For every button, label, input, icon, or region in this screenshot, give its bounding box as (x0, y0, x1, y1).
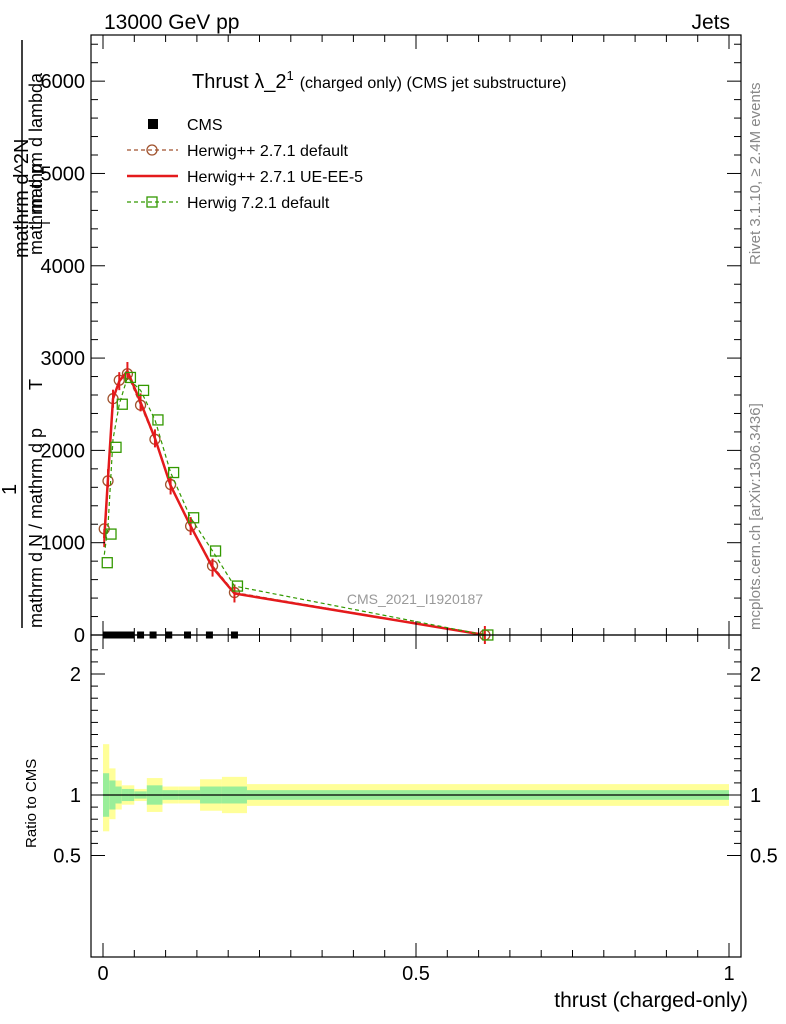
legend: CMS Herwig++ 2.7.1 default Herwig++ 2.7.1 … (127, 117, 363, 212)
chart-title: Thrust λ_21 (charged only) (CMS jet subst… (192, 68, 566, 93)
herwig7-marker (137, 384, 150, 397)
ratio-y-tick-label: 0.5 (53, 846, 81, 868)
herwig7-marker (152, 414, 164, 426)
analysis-watermark: CMS_2021_I1920187 (347, 591, 483, 607)
ratio-y-tick-label: 1 (70, 785, 81, 807)
ylabel-fragment: mathrm d p (26, 164, 46, 255)
x-tick-label: 0 (97, 963, 108, 985)
herwig7-marker (116, 398, 128, 410)
herwig7-marker (167, 466, 180, 479)
ylabel-fragment: mathrm d lambda (26, 72, 46, 213)
ratio-y-tick-label: 2 (70, 664, 81, 686)
y-tick-label: 0 (74, 625, 85, 647)
y-tick-label: 4000 (41, 256, 86, 278)
herwig7-marker (187, 512, 200, 524)
legend-square-marker (146, 196, 158, 208)
herwig7-marker (101, 557, 113, 569)
ylabel-fragment: 1 (0, 484, 21, 495)
legend-label: Herwig++ 2.7.1 UE-EE-5 (187, 169, 363, 186)
herwig7-marker (209, 545, 222, 557)
series-line-ue-ee-5 (103, 368, 486, 637)
ylabel-fragment: mathrm d N / mathrm d p (26, 428, 46, 628)
series-line-herwig7 (103, 376, 486, 636)
site-label: mcplots.cern.ch [arXiv:1306.3436] (747, 403, 764, 630)
x-tick-label: 1 (723, 963, 734, 985)
x-tick-label: 0.5 (402, 963, 430, 985)
ylabel-fragment: T (26, 379, 46, 390)
ratio-plot: 0.5 0.5 1 1 2 2 0 0.5 1 (53, 634, 778, 985)
legend-label: Herwig 7.2.1 default (187, 195, 330, 212)
y-tick-label: 3000 (41, 348, 86, 370)
herwig7-marker (105, 528, 117, 540)
x-axis-label: thrust (charged-only) (554, 989, 748, 1012)
y-tick-label: 6000 (41, 71, 86, 93)
ylabel-fragment: T (38, 219, 53, 227)
y-tick-label: 5000 (41, 163, 86, 185)
herwig7-marker (110, 441, 122, 453)
legend-label: CMS (187, 117, 223, 134)
legend-label: Herwig++ 2.7.1 default (187, 143, 349, 160)
ratio-y-tick-label-right: 1 (750, 785, 761, 807)
rivet-label: Rivet 3.1.10, ≥ 2.4M events (747, 83, 764, 266)
herwig7-marker (231, 580, 244, 592)
header-category: Jets (691, 11, 730, 34)
y-tick-label: 2000 (41, 440, 86, 462)
main-plot: 0 1000 2000 3000 4000 5000 6000 (41, 34, 742, 647)
ratio-y-tick-label-right: 2 (750, 664, 761, 686)
header-energy: 13000 GeV pp (104, 11, 239, 34)
herwig7-marker (124, 371, 137, 384)
ratio-y-tick-label-right: 0.5 (750, 846, 778, 868)
y-tick-label: 1000 (41, 533, 86, 555)
ratio-ylabel: Ratio to CMS (23, 759, 40, 848)
legend-cms-marker (148, 119, 158, 129)
legend-circle-marker (146, 144, 158, 156)
